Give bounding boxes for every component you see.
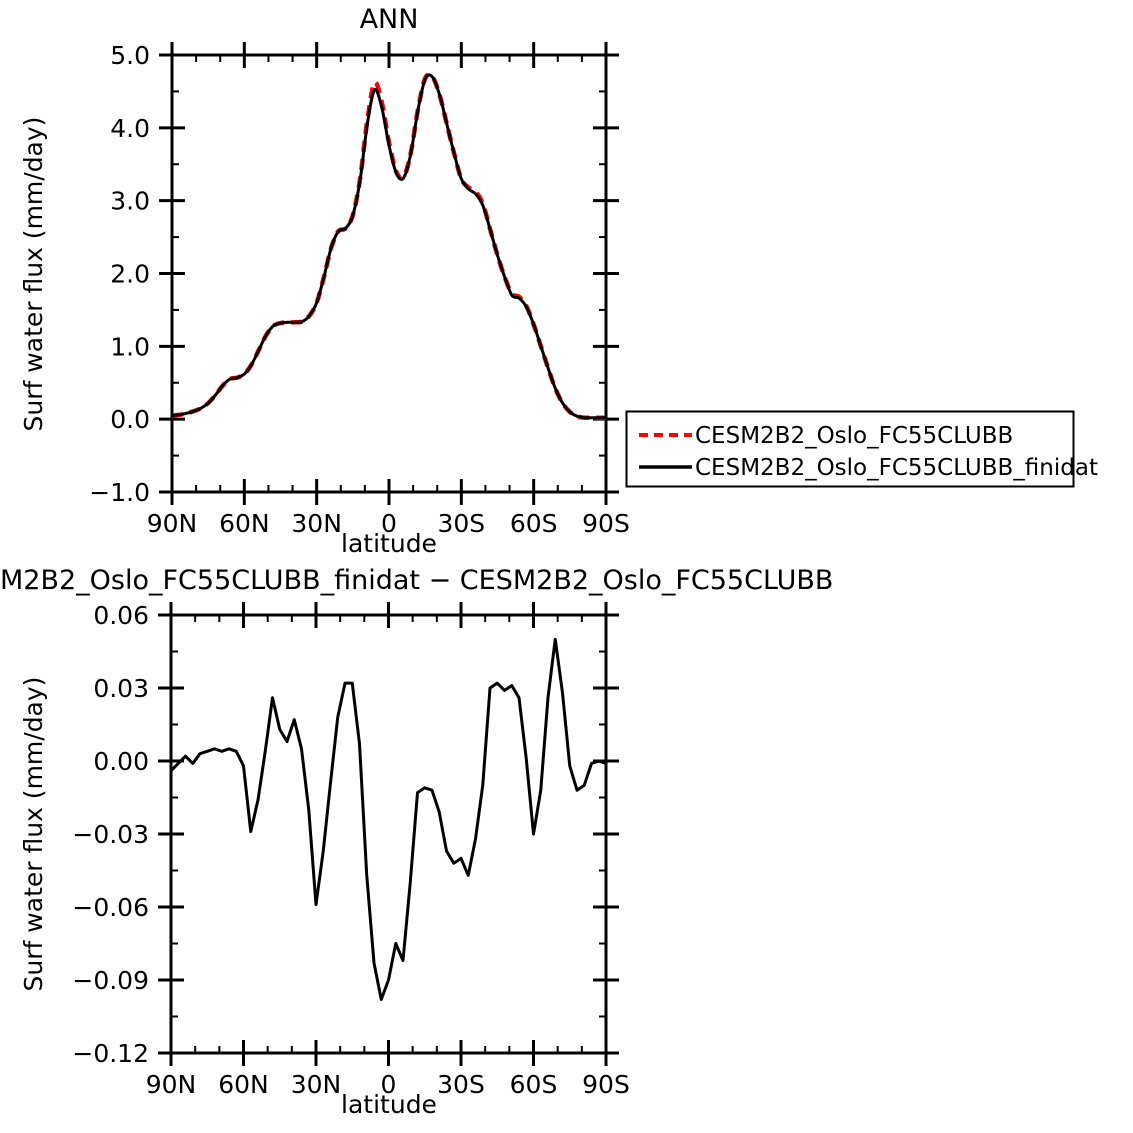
- top-axis-ticks: [159, 42, 619, 505]
- series-line-reference: [171, 72, 606, 421]
- x-tick-label: 60S: [510, 509, 558, 538]
- x-tick-label: 0: [381, 1070, 397, 1099]
- bottom-axis-frame: [169, 613, 608, 1055]
- bottom-y-axis-title: Surf water flux (mm/day): [19, 677, 48, 992]
- x-tick-label: 90N: [147, 509, 198, 538]
- bottom-panel: M2B2_Oslo_FC55CLUBB_finidat − CESM2B2_Os…: [0, 560, 833, 1133]
- top-y-axis-title: Surf water flux (mm/day): [19, 117, 48, 432]
- x-tick-label: 0: [381, 509, 397, 538]
- x-tick-label: 30S: [437, 509, 485, 538]
- x-tick-label: 90N: [146, 1070, 197, 1099]
- y-tick-label: 5.0: [110, 41, 150, 70]
- top-y-tick-labels: 5.0 4.0 3.0 2.0 1.0 0.0 −1.0: [89, 41, 150, 507]
- y-tick-label: −1.0: [89, 478, 150, 507]
- y-tick-label: −0.09: [72, 966, 149, 995]
- y-tick-label: 4.0: [110, 114, 150, 143]
- legend-entry-reference[interactable]: CESM2B2_Oslo_FC55CLUBB: [639, 423, 1013, 449]
- x-tick-label: 60N: [219, 509, 270, 538]
- bottom-x-axis-title: latitude: [341, 1090, 437, 1119]
- x-tick-label: 60S: [510, 1070, 558, 1099]
- y-tick-label: 0.00: [93, 747, 149, 776]
- y-tick-label: 1.0: [110, 332, 150, 361]
- series-line-difference: [169, 637, 607, 1001]
- y-tick-label: −0.06: [72, 893, 149, 922]
- y-tick-label: 3.0: [110, 187, 150, 216]
- y-tick-label: 0.06: [93, 601, 149, 630]
- legend-box: CESM2B2_Oslo_FC55CLUBB CESM2B2_Oslo_FC55…: [625, 410, 1098, 488]
- top-panel-svg: ANN 5.0 4.0 3.0 2.0 1.0 0.0 −1.0 90N 60N 30N 0 30S…: [19, 4, 630, 558]
- y-tick-label: 0.0: [110, 405, 150, 434]
- top-axis-frame: [170, 53, 608, 494]
- top-x-tick-labels: 90N 60N 30N 0 30S 60S 90S: [147, 509, 630, 538]
- bottom-panel-title: M2B2_Oslo_FC55CLUBB_finidat − CESM2B2_Os…: [0, 565, 833, 596]
- x-tick-label: 60N: [218, 1070, 269, 1099]
- x-tick-label: 30S: [437, 1070, 485, 1099]
- legend-border: [625, 410, 1075, 488]
- y-tick-label: 0.03: [93, 674, 149, 703]
- y-tick-label: −0.12: [72, 1039, 149, 1068]
- y-tick-label: 2.0: [110, 260, 150, 289]
- x-tick-label: 90S: [582, 509, 630, 538]
- top-panel: ANN 5.0 4.0 3.0 2.0 1.0 0.0 −1.0 90N 60N 30N 0 30S…: [0, 0, 680, 570]
- legend-label-reference: CESM2B2_Oslo_FC55CLUBB: [695, 423, 1013, 449]
- bottom-y-tick-labels: 0.06 0.03 0.00 −0.03 −0.06 −0.09 −0.12: [72, 601, 149, 1068]
- top-x-axis-title: latitude: [341, 529, 437, 558]
- x-tick-label: 90S: [582, 1070, 630, 1099]
- bottom-panel-svg: M2B2_Oslo_FC55CLUBB_finidat − CESM2B2_Os…: [0, 565, 833, 1119]
- x-tick-label: 30N: [291, 509, 342, 538]
- legend-svg: CESM2B2_Oslo_FC55CLUBB CESM2B2_Oslo_FC55…: [625, 410, 1098, 488]
- series-line-test: [171, 73, 606, 420]
- y-tick-label: −0.03: [72, 820, 149, 849]
- top-panel-title: ANN: [360, 4, 419, 35]
- legend-label-test: CESM2B2_Oslo_FC55CLUBB_finidat: [695, 455, 1098, 481]
- legend-entry-test[interactable]: CESM2B2_Oslo_FC55CLUBB_finidat: [639, 455, 1098, 481]
- x-tick-label: 30N: [291, 1070, 342, 1099]
- bottom-x-tick-labels: 90N 60N 30N 0 30S 60S 90S: [146, 1070, 630, 1099]
